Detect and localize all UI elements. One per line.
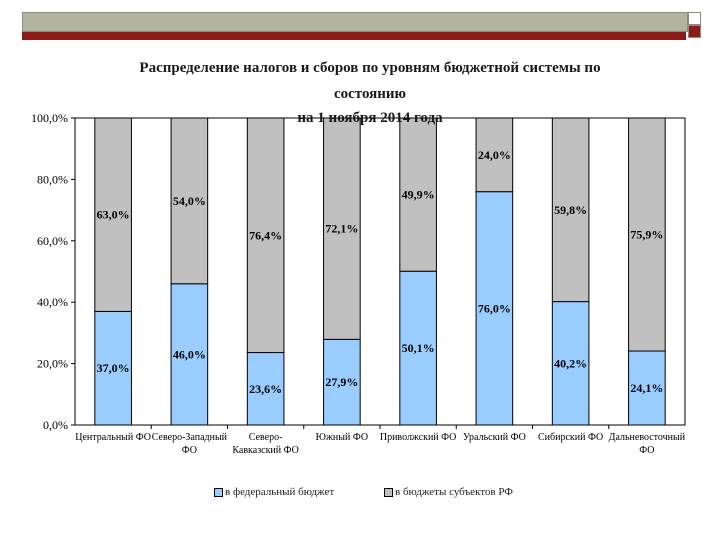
x-category-label: Уральский ФО: [463, 432, 526, 443]
data-label-regional: 49,9%: [402, 188, 435, 202]
corner-square-dark: [688, 25, 701, 38]
data-label-regional: 75,9%: [630, 228, 663, 242]
bar-regional: [399, 117, 437, 272]
chart-title-line-3: на 1 ноября 2014 года: [297, 110, 443, 126]
y-tick-label: 60,0%: [37, 234, 68, 248]
data-label-regional: 63,0%: [97, 208, 130, 222]
x-category-label: Северо-Западный: [152, 432, 228, 443]
data-label-regional: 24,0%: [478, 148, 511, 162]
legend-item-federal: в федеральный бюджет: [214, 486, 334, 498]
x-category-label: Кавказский ФО: [232, 445, 299, 456]
bar-regional: [551, 117, 590, 303]
y-tick-label: 0,0%: [43, 418, 68, 432]
data-label-federal: 24,1%: [630, 381, 663, 395]
x-category-label: Сибирский ФО: [538, 432, 603, 443]
x-category-label: Дальневосточный: [609, 432, 686, 443]
bar-federal: [170, 283, 209, 426]
x-category-label: Центральный ФО: [75, 432, 151, 443]
x-category-label: ФО: [182, 445, 197, 456]
legend-label-regional: в бюджеты субъектов РФ: [395, 486, 513, 498]
chart-title-line-1: Распределение налогов и сборов по уровня…: [139, 60, 601, 76]
bar-regional: [323, 117, 361, 340]
slide-header-line: [22, 32, 686, 40]
x-category-label: Южный ФО: [316, 432, 368, 443]
data-label-regional: 76,4%: [249, 228, 282, 242]
bar-regional: [94, 117, 132, 312]
bar-federal: [94, 310, 132, 426]
data-label-regional: 54,0%: [173, 194, 206, 208]
data-label-federal: 40,2%: [554, 356, 587, 370]
plot-area: [74, 117, 686, 426]
data-label-federal: 23,6%: [249, 382, 282, 396]
legend-swatch-federal: [214, 487, 223, 497]
x-category-label: ФО: [639, 445, 654, 456]
legend-label-federal: в федеральный бюджет: [225, 486, 335, 498]
bar-federal: [399, 270, 437, 426]
y-tick-label: 20,0%: [37, 357, 68, 371]
chart-title-line-2: состоянию: [333, 86, 407, 102]
bar-federal: [246, 352, 285, 426]
data-label-regional: 72,1%: [325, 222, 358, 236]
legend-item-regional: в бюджеты субъектов РФ: [384, 486, 513, 498]
bar-regional: [246, 117, 285, 354]
data-label-federal: 50,1%: [402, 341, 435, 355]
data-label-federal: 46,0%: [173, 347, 206, 361]
y-tick-label: 100,0%: [31, 111, 68, 125]
data-label-regional: 59,8%: [554, 203, 587, 217]
legend-swatch-regional: [384, 487, 393, 497]
data-label-federal: 76,0%: [478, 301, 511, 315]
data-label-federal: 27,9%: [325, 375, 358, 389]
bar-federal: [551, 301, 590, 426]
bar-regional: [628, 117, 666, 352]
x-category-label: Приволжский ФО: [380, 432, 457, 443]
y-tick-label: 80,0%: [37, 172, 68, 186]
data-label-federal: 37,0%: [97, 361, 130, 375]
bar-regional: [170, 117, 209, 285]
y-tick-label: 40,0%: [37, 295, 68, 309]
bar-federal: [628, 350, 666, 426]
slide-header-band: [22, 12, 688, 32]
bar-federal: [475, 191, 514, 426]
bar-regional: [475, 117, 514, 193]
x-category-label: Северо-: [249, 432, 283, 443]
corner-square-light: [688, 12, 701, 25]
